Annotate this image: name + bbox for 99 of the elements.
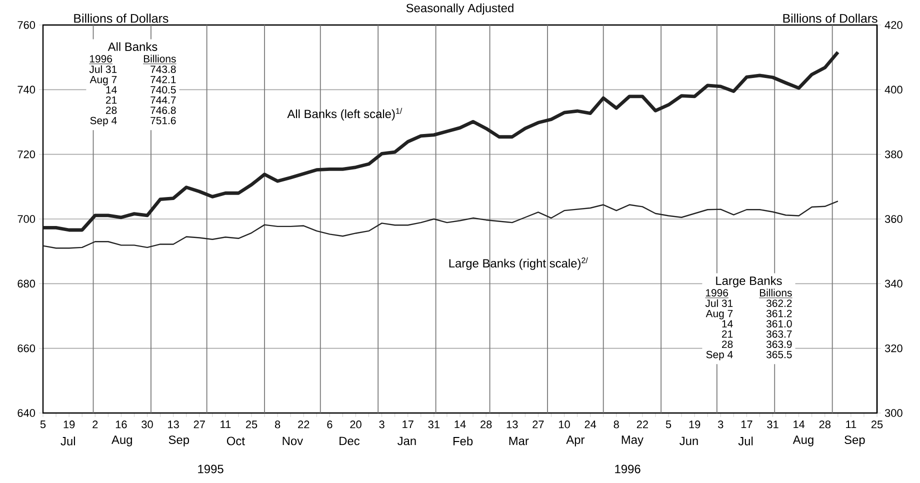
x-tick-label: 22 [298, 420, 310, 428]
y-axis-title: Billions of Dollars [74, 14, 168, 23]
annotation: 751.6 [150, 116, 176, 124]
annotation: 14 [722, 320, 733, 328]
x-tick-label: 5 [666, 420, 672, 428]
x-tick-label: 31 [428, 420, 440, 428]
x-tick-label: 27 [194, 420, 205, 428]
x-tick-label: 31 [767, 420, 778, 428]
y2-tick-label: 420 [884, 21, 902, 29]
text: 1996 [615, 464, 640, 474]
x-tick-label: 22 [636, 420, 648, 428]
annotation: Jul 31 [89, 65, 117, 74]
annotation: 361.0 [766, 320, 792, 328]
text: 1995 [198, 464, 224, 474]
x-tick-label: 20 [350, 420, 362, 428]
x-tick-label: 16 [116, 420, 127, 428]
y-tick-label: 700 [18, 215, 36, 223]
annotation: 21 [722, 330, 733, 338]
annotation: 28 [722, 340, 733, 348]
x-tick-label: 11 [846, 420, 856, 428]
x-tick-label: 24 [584, 420, 596, 428]
annotation: 740.5 [150, 86, 176, 94]
text: Aug [792, 436, 814, 446]
x-tick-label: 30 [142, 420, 153, 428]
x-tick-label: 14 [794, 420, 805, 428]
x-tick-label: 8 [274, 420, 280, 428]
y2-tick-label: 320 [884, 344, 902, 352]
x-tick-label: 3 [379, 420, 384, 428]
text: May [622, 436, 644, 446]
annotation: Jul 31 [705, 299, 733, 308]
x-tick-label: 17 [741, 420, 752, 428]
annotation: 744.7 [150, 96, 176, 104]
annotation: 743.8 [150, 66, 176, 74]
y-tick-label: 660 [18, 344, 36, 352]
y-tick-label: 680 [18, 280, 36, 288]
x-tick-label: 10 [558, 420, 570, 428]
text: Aug [112, 436, 132, 446]
y-tick-label: 760 [18, 21, 36, 29]
annotation: Aug 7 [706, 310, 733, 320]
x-tick-label: 25 [246, 420, 258, 428]
y2-tick-label: 360 [884, 215, 902, 223]
y-tick-label: 720 [18, 150, 36, 158]
x-tick-label: 13 [168, 420, 179, 428]
annotation: All Banks [108, 42, 158, 51]
x-tick-label: 19 [64, 420, 75, 428]
x-tick-label: 25 [871, 420, 883, 428]
annotation: 362.2 [766, 300, 792, 308]
x-tick-label: 8 [614, 420, 619, 428]
x-tick-label: 5 [40, 420, 46, 428]
x-tick-label: 11 [220, 420, 231, 428]
annotation: 28 [106, 106, 117, 114]
text: Sep [168, 436, 190, 446]
y2-tick-label: 400 [884, 86, 902, 94]
y-tick-label: 640 [18, 409, 36, 417]
x-tick-label: 2 [92, 420, 98, 428]
annotation: Sep 4 [706, 350, 733, 360]
annotation: Billions [760, 288, 792, 296]
text: Jul [60, 436, 75, 446]
text: Sep [844, 436, 865, 446]
annotation: Sep 4 [90, 116, 117, 126]
x-tick-label: 13 [506, 420, 518, 428]
annotation: 1996 [706, 289, 728, 296]
text: Mar [509, 436, 529, 446]
x-tick-label: 19 [689, 420, 700, 428]
y2-axis-title: Billions of Dollars [783, 14, 878, 23]
annotation: Aug 7 [90, 76, 117, 86]
annotation: Large Banks [716, 276, 782, 288]
text: Nov [282, 436, 304, 446]
x-tick-label: 6 [327, 420, 332, 428]
y2-tick-label: 300 [884, 409, 902, 417]
annotation: Billions [144, 54, 176, 62]
text: Feb [453, 436, 473, 446]
text: Apr [566, 436, 585, 446]
y2-tick-label: 340 [884, 280, 902, 288]
chart-title: Seasonally Adjusted [406, 4, 514, 15]
text: Jul [738, 436, 753, 446]
x-tick-label: 28 [480, 420, 492, 428]
x-tick-label: 14 [454, 420, 466, 428]
text: Large Banks (right scale)$^{2/}$ [449, 257, 588, 270]
text: Jan [398, 436, 416, 446]
annotation: 742.1 [150, 76, 176, 84]
y-tick-label: 740 [18, 86, 36, 94]
annotation: 1996 [90, 55, 112, 62]
series-label: All Banks (left scale)$^{1/}$ [287, 108, 402, 121]
text: Dec [340, 436, 360, 446]
annotation: 14 [106, 86, 117, 94]
annotation: 363.7 [766, 330, 792, 338]
annotation: 365.5 [766, 350, 792, 358]
x-tick-label: 17 [402, 420, 414, 428]
x-tick-label: 28 [819, 420, 830, 428]
annotation: 363.9 [766, 340, 792, 348]
annotation: 21 [106, 96, 117, 104]
annotation: 361.2 [766, 310, 792, 318]
x-tick-label: 3 [718, 420, 724, 428]
text: Oct [226, 436, 245, 446]
annotation: 746.8 [150, 106, 176, 114]
y2-tick-label: 380 [884, 150, 902, 158]
x-tick-label: 27 [532, 420, 544, 428]
text: Jun [680, 436, 698, 446]
